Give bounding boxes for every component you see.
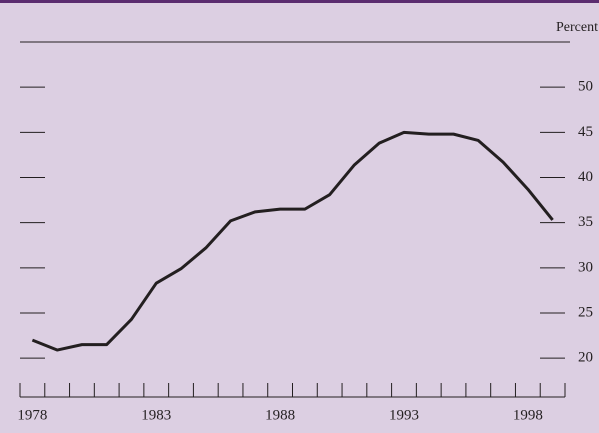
y-tick-label: 30 [578, 259, 593, 275]
top-border [0, 0, 599, 3]
y-axis-label: Percent [556, 20, 598, 35]
y-tick-label: 50 [578, 79, 593, 95]
line [31, 130, 554, 352]
x-tick-label: 1988 [265, 407, 295, 423]
y-tick-label: 25 [578, 304, 593, 320]
x-tick-label: 1993 [389, 407, 419, 423]
x-tick-label: 1978 [17, 407, 47, 423]
y-tick-label: 35 [578, 214, 593, 230]
y-tick-label: 20 [578, 350, 593, 366]
x-tick-label: 1998 [513, 407, 543, 423]
y-tick-label: 40 [578, 169, 593, 185]
y-tick-label: 45 [578, 124, 593, 140]
x-tick-label: 1983 [141, 407, 171, 423]
